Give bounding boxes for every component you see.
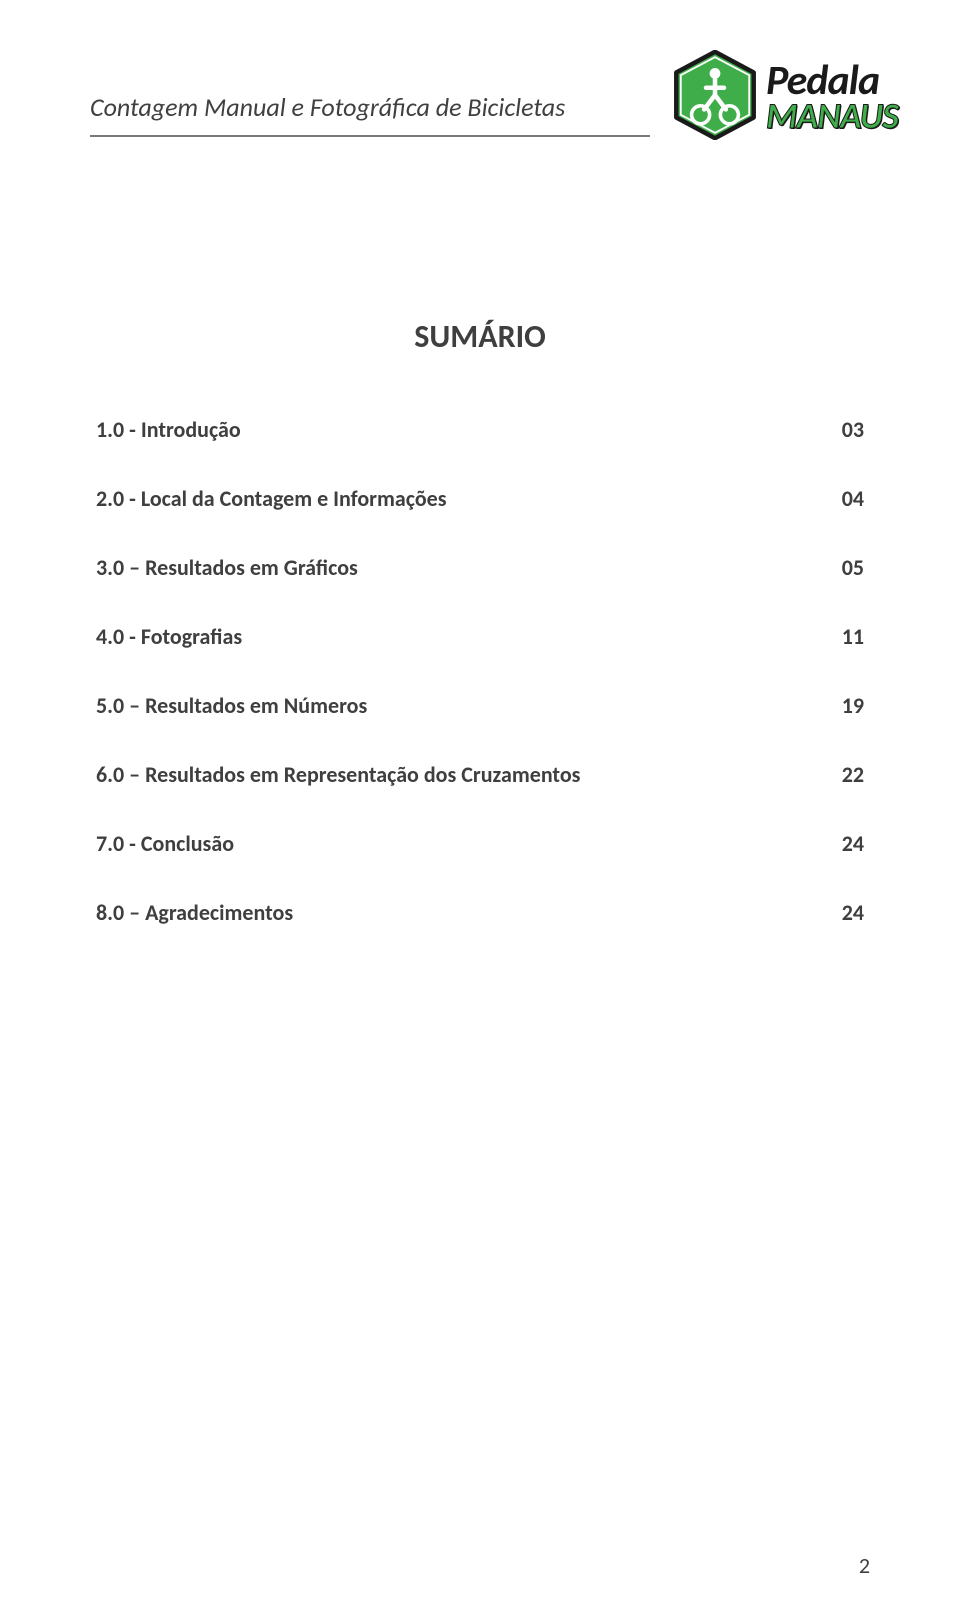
toc-entry: 8.0 – Agradecimentos 24	[96, 899, 864, 926]
toc-label: 3.0 – Resultados em Gráficos	[96, 554, 824, 581]
toc-label: 1.0 - Introdução	[96, 416, 824, 443]
toc-entry: 7.0 - Conclusão 24	[96, 830, 864, 857]
toc-page: 22	[824, 761, 864, 788]
toc-label: 7.0 - Conclusão	[96, 830, 824, 857]
toc-label: 4.0 - Fotografias	[96, 623, 824, 650]
header-title: Contagem Manual e Fotográfica de Bicicle…	[90, 91, 650, 133]
toc-label: 8.0 – Agradecimentos	[96, 899, 824, 926]
toc-page: 04	[824, 485, 864, 512]
table-of-contents: 1.0 - Introdução 03 2.0 - Local da Conta…	[90, 416, 870, 926]
toc-page: 24	[824, 899, 864, 926]
toc-entry: 3.0 – Resultados em Gráficos 05	[96, 554, 864, 581]
toc-page: 11	[824, 623, 864, 650]
summary-heading: SUMÁRIO	[90, 317, 870, 356]
toc-entry: 4.0 - Fotografias 11	[96, 623, 864, 650]
bike-badge-icon	[670, 50, 760, 145]
toc-entry: 1.0 - Introdução 03	[96, 416, 864, 443]
header-rule	[90, 135, 650, 137]
brand-line-2: MANAUS	[766, 100, 898, 132]
toc-page: 19	[824, 692, 864, 719]
brand-logo: Pedala MANAUS	[670, 50, 898, 145]
toc-page: 24	[824, 830, 864, 857]
brand-wordmark: Pedala MANAUS	[766, 62, 898, 132]
page: Contagem Manual e Fotográfica de Bicicle…	[0, 0, 960, 1619]
toc-page: 03	[824, 416, 864, 443]
toc-page: 05	[824, 554, 864, 581]
document-header: Contagem Manual e Fotográfica de Bicicle…	[90, 50, 870, 137]
header-left: Contagem Manual e Fotográfica de Bicicle…	[90, 91, 650, 137]
toc-entry: 5.0 – Resultados em Números 19	[96, 692, 864, 719]
toc-entry: 6.0 – Resultados em Representação dos Cr…	[96, 761, 864, 788]
page-number: 2	[859, 1552, 870, 1579]
toc-label: 6.0 – Resultados em Representação dos Cr…	[96, 761, 824, 788]
toc-entry: 2.0 - Local da Contagem e Informações 04	[96, 485, 864, 512]
toc-label: 5.0 – Resultados em Números	[96, 692, 824, 719]
toc-label: 2.0 - Local da Contagem e Informações	[96, 485, 824, 512]
